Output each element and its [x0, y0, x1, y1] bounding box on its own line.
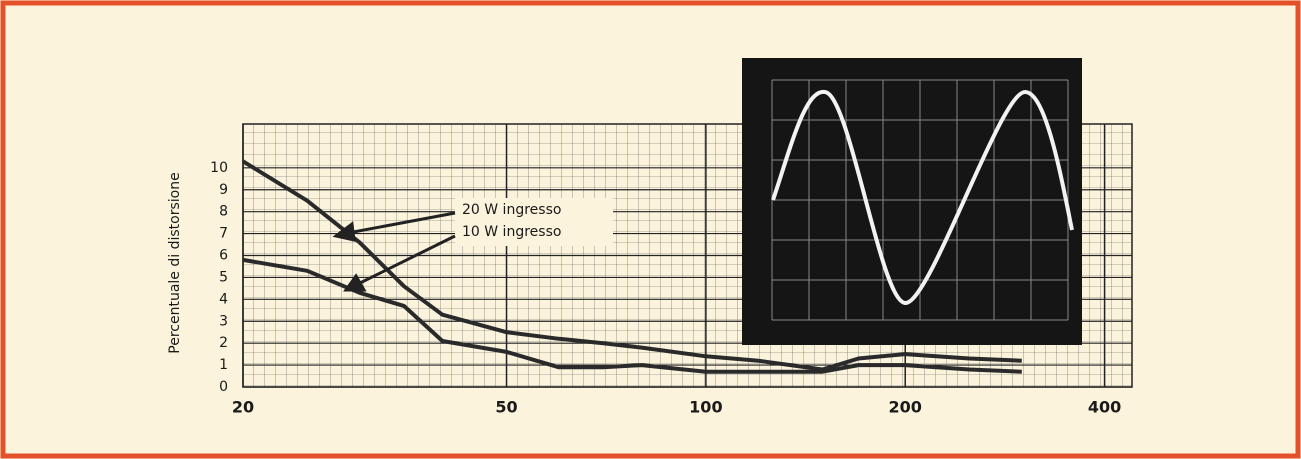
y-tick-label: 6 [219, 248, 228, 264]
y-tick-label: 3 [219, 313, 228, 329]
arrows [332, 211, 456, 292]
x-tick-label: 400 [1088, 398, 1121, 417]
series-line [242, 257, 1022, 374]
series-line [241, 159, 1022, 372]
x-tick-label: 20 [232, 398, 254, 417]
y-tick-label: 9 [219, 182, 228, 198]
y-tick-label: 1 [219, 357, 228, 373]
label-box [455, 198, 613, 246]
y-axis-label: Percentuale di distorsione [167, 172, 183, 353]
y-tick-label: 0 [219, 379, 228, 395]
x-tick-label: 100 [689, 398, 722, 417]
y-tick-label: 10 [210, 160, 228, 176]
y-tick-label: 2 [219, 335, 228, 351]
y-tick-label: 8 [219, 204, 228, 220]
oscilloscope-inset [742, 58, 1082, 345]
y-tick-label: 4 [219, 291, 228, 307]
series-label: 10 W ingresso [462, 224, 561, 240]
y-tick-label: 5 [219, 269, 228, 285]
x-tick-label: 50 [495, 398, 517, 417]
series-label: 20 W ingresso [462, 202, 561, 218]
y-tick-label: 7 [219, 226, 228, 242]
x-tick-label: 200 [889, 398, 922, 417]
